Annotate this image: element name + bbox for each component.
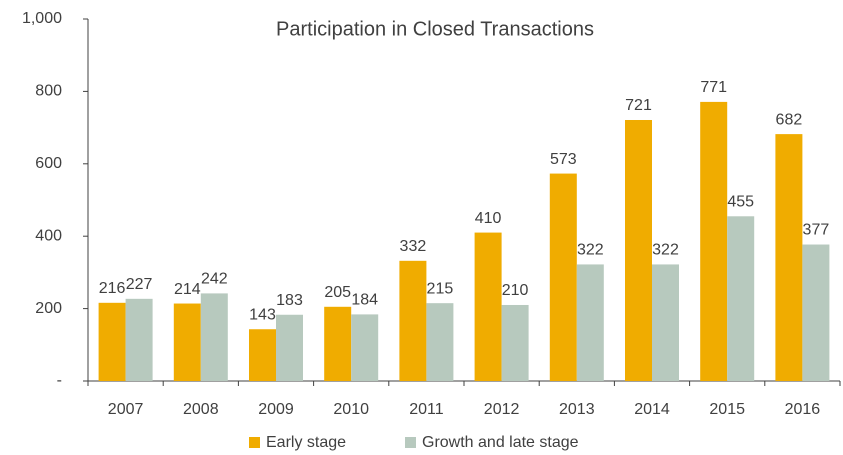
y-tick-label: - [57, 372, 62, 389]
bar [775, 134, 803, 381]
x-tick-label: 2009 [258, 401, 294, 418]
bar [324, 306, 352, 381]
bar [727, 216, 755, 381]
y-tick-label: 200 [35, 300, 62, 317]
legend-swatch [405, 437, 416, 448]
bar [802, 244, 830, 381]
bar [625, 119, 652, 382]
bar [249, 329, 276, 381]
bar [474, 232, 502, 381]
data-label: 455 [727, 194, 754, 211]
y-tick-label: 1,000 [22, 10, 62, 27]
x-tick-label: 2014 [634, 401, 670, 418]
bar [399, 260, 427, 381]
x-tick-label: 2016 [785, 401, 821, 418]
data-label: 377 [803, 222, 830, 239]
data-label: 216 [99, 280, 126, 297]
bar [549, 173, 577, 381]
data-label: 721 [625, 97, 652, 114]
data-label: 573 [550, 151, 577, 168]
legend-label: Growth and late stage [422, 434, 579, 451]
legend-swatch [249, 437, 260, 448]
data-label: 771 [700, 79, 727, 96]
bar [426, 303, 454, 381]
bar [200, 293, 228, 381]
x-tick-label: 2012 [484, 401, 520, 418]
bar [276, 314, 303, 381]
data-label: 183 [276, 292, 303, 309]
chart-title: Participation in Closed Transactions [276, 18, 594, 40]
data-label: 184 [351, 292, 378, 309]
x-tick-label: 2008 [183, 401, 219, 418]
bar [98, 302, 126, 381]
data-label: 410 [475, 210, 502, 227]
bar [700, 101, 728, 381]
x-tick-label: 2010 [333, 401, 369, 418]
y-tick-label: 800 [35, 83, 62, 100]
data-label: 227 [126, 276, 153, 293]
data-label: 682 [776, 111, 803, 128]
bar [652, 264, 679, 381]
bar [173, 303, 201, 381]
data-label: 210 [502, 282, 529, 299]
bar [351, 314, 379, 381]
data-label: 322 [577, 242, 604, 259]
y-tick-label: 600 [35, 155, 62, 172]
data-label: 215 [427, 280, 454, 297]
y-tick-label: 400 [35, 227, 62, 244]
x-tick-label: 2011 [409, 401, 444, 418]
legend-label: Early stage [266, 434, 346, 451]
data-label: 332 [400, 238, 427, 255]
bar [576, 264, 604, 381]
bar [501, 304, 529, 381]
bar [125, 298, 153, 381]
data-label: 242 [201, 271, 228, 288]
data-label: 322 [652, 242, 679, 259]
x-tick-label: 2007 [108, 401, 144, 418]
x-tick-label: 2015 [709, 401, 745, 418]
data-label: 143 [249, 306, 276, 323]
data-label: 205 [324, 284, 351, 301]
x-tick-label: 2013 [559, 401, 595, 418]
data-label: 214 [174, 281, 201, 298]
